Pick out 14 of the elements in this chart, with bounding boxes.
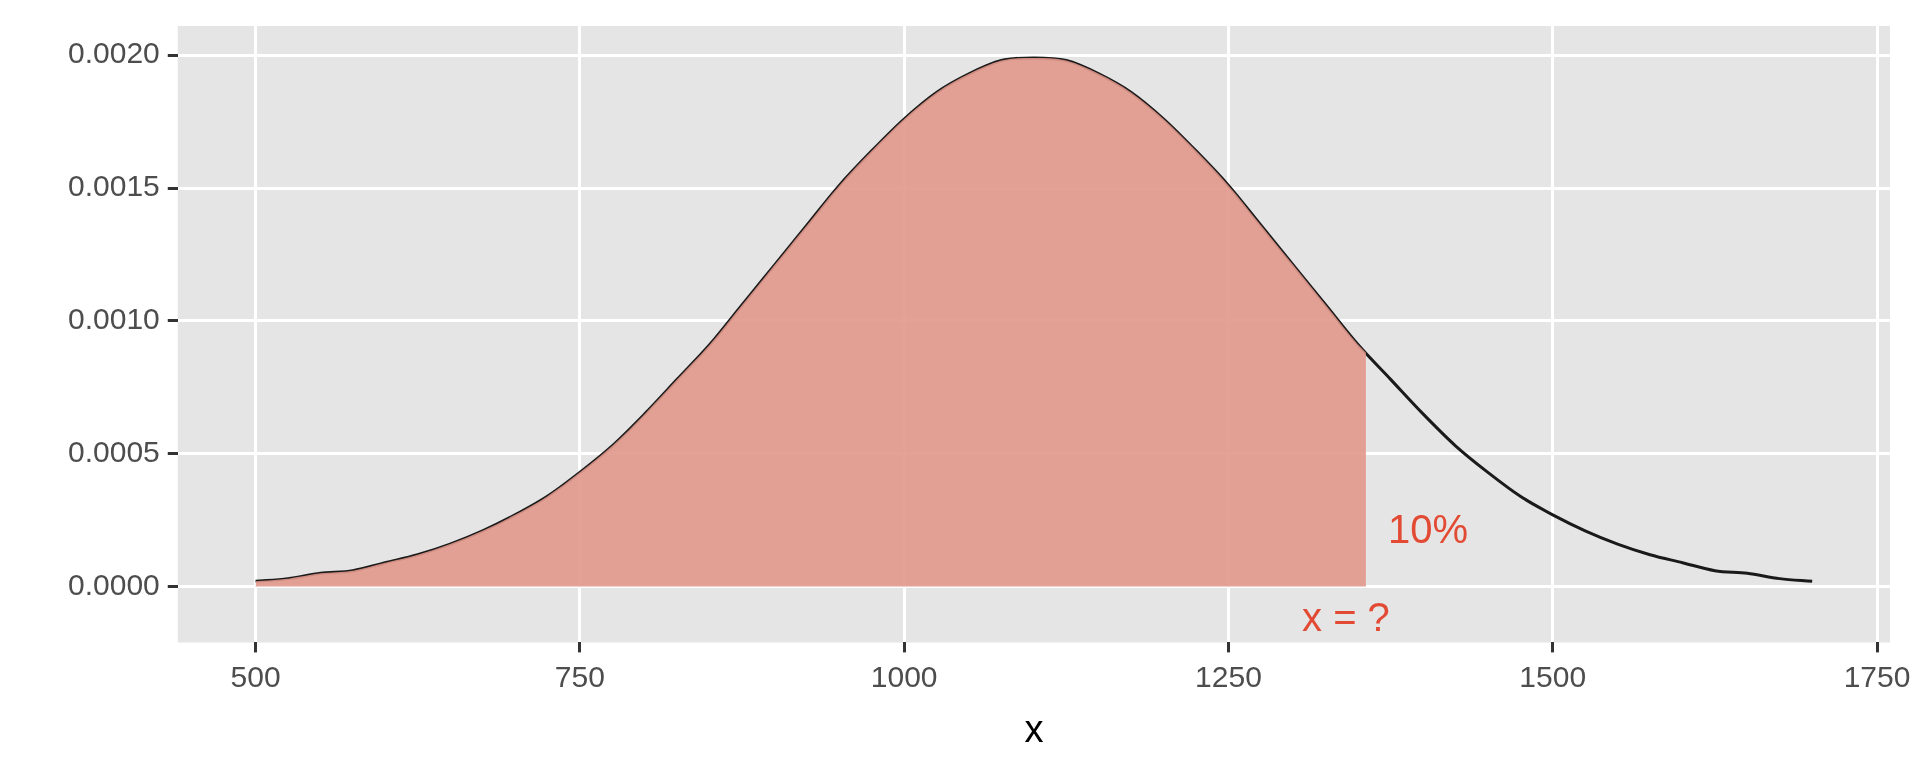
- y-tick-label: 0.0020: [67, 36, 160, 70]
- y-tick-label: 0.0015: [67, 169, 160, 203]
- x-tick-label: 750: [554, 659, 605, 693]
- x-tick-label: 1000: [870, 659, 938, 693]
- y-tick-label: 0.0000: [67, 567, 160, 601]
- annotation: 10%: [1387, 506, 1469, 551]
- x-tick-label: 500: [230, 659, 281, 693]
- x-tick-label: 1750: [1843, 659, 1911, 693]
- annotation: x = ?: [1302, 594, 1390, 639]
- x-tick-label: 1250: [1195, 659, 1262, 693]
- y-tick-label: 0.0010: [67, 302, 160, 336]
- x-axis-title: x: [1024, 707, 1044, 750]
- y-tick-label: 0.0005: [67, 435, 160, 469]
- x-tick-label: 1500: [1519, 659, 1587, 693]
